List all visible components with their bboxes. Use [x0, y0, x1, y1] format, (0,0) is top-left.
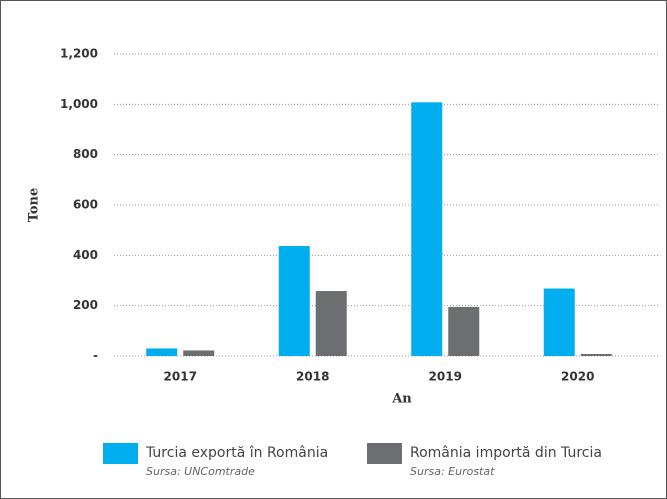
legend-label: Turcia exportă în România — [145, 445, 328, 461]
y-tick-label: - — [93, 349, 98, 363]
bar — [146, 348, 178, 356]
x-tick-label: 2019 — [429, 370, 462, 384]
legend-swatch — [367, 443, 402, 464]
y-tick-label: 200 — [73, 298, 98, 312]
legend-source: Sursa: Eurostat — [410, 465, 495, 478]
x-tick-label: 2017 — [164, 370, 197, 384]
bar — [543, 288, 575, 356]
y-tick-label: 800 — [73, 147, 98, 161]
bar — [315, 291, 347, 356]
y-tick-label: 1,200 — [60, 47, 98, 61]
y-tick-label: 600 — [73, 198, 98, 212]
legend-source: Sursa: UNComtrade — [146, 465, 255, 478]
bar — [183, 350, 215, 356]
legend-swatch — [103, 443, 138, 464]
bar — [448, 306, 480, 356]
y-tick-label: 1,000 — [60, 97, 98, 111]
bar — [580, 353, 612, 356]
x-tick-label: 2018 — [296, 370, 329, 384]
x-tick-label: 2020 — [561, 370, 594, 384]
y-tick-label: 400 — [73, 248, 98, 262]
bar — [411, 102, 443, 356]
legend-label: România importă din Turcia — [410, 445, 602, 461]
x-axis-label: An — [391, 392, 412, 407]
bar — [278, 246, 310, 356]
y-axis-label: Tone — [27, 188, 42, 223]
